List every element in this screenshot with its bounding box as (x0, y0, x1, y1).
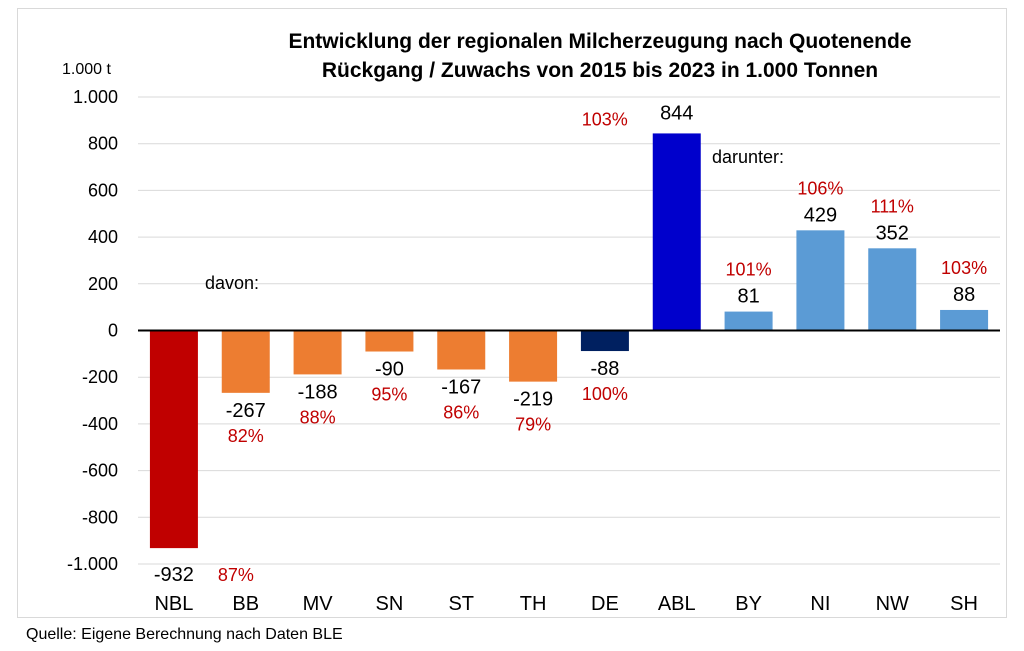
y-axis-label: 1.000 t (62, 61, 111, 78)
y-tick-label: -1.000 (67, 554, 118, 574)
x-axis-labels: NBL BB MV SN ST TH DE ABL BY NI NW SH (154, 593, 978, 615)
value-label-sn: -90 (375, 359, 404, 381)
value-labels: -932 -267 -188 -90 -167 -219 -88 844 81 429 352 88 (154, 102, 975, 586)
annotation-darunter: darunter: (712, 147, 784, 167)
percent-label-mv: 88% (300, 407, 336, 427)
percent-label-nbl: 87% (218, 565, 254, 585)
bar-chart: Entwicklung der regionalen Milcherzeugun… (62, 30, 1000, 615)
x-tick-label: SH (950, 593, 978, 615)
bars (149, 133, 989, 549)
gridlines (138, 96, 1000, 565)
percent-label-nw: 111% (871, 196, 914, 216)
bar-sn (365, 330, 414, 352)
y-tick-label: 600 (88, 180, 118, 200)
y-tick-label: 1.000 (73, 87, 118, 107)
value-label-de: -88 (590, 358, 619, 380)
bar-de (580, 330, 629, 352)
bar-nbl (149, 330, 198, 549)
bar-sh (940, 309, 989, 331)
percent-label-sh: 103% (941, 258, 987, 278)
percent-labels: 87% 82% 88% 95% 86% 79% 100% 103% 101% 106% 111% 10… (218, 109, 987, 585)
value-label-th: -219 (513, 389, 553, 411)
chart-title: Entwicklung der regionalen Milcherzeugun… (288, 30, 911, 53)
y-tick-label: -400 (82, 414, 118, 434)
value-label-mv: -188 (298, 381, 338, 403)
percent-label-de: 100% (582, 384, 628, 404)
x-tick-label: ABL (658, 593, 696, 615)
y-tick-label: -600 (82, 461, 118, 481)
y-tick-label: 0 (108, 321, 118, 341)
percent-label-bb: 82% (228, 426, 264, 446)
percent-label-abl: 103% (582, 109, 628, 129)
value-label-bb: -267 (226, 400, 266, 422)
bar-bb (221, 330, 270, 393)
bar-th (509, 330, 558, 382)
bar-by (724, 311, 773, 331)
y-tick-label: -800 (82, 507, 118, 527)
bar-ni (796, 230, 845, 331)
chart-subtitle: Rückgang / Zuwachs von 2015 bis 2023 in … (322, 59, 878, 82)
x-tick-label: MV (303, 593, 334, 615)
percent-label-th: 79% (515, 415, 551, 435)
x-tick-label: NBL (154, 593, 193, 615)
x-tick-label: TH (520, 593, 547, 615)
value-label-sh: 88 (953, 284, 975, 306)
percent-label-st: 86% (443, 402, 479, 422)
value-label-by: 81 (737, 286, 759, 308)
x-tick-label: NW (876, 593, 909, 615)
y-axis-ticks: 1.000 800 600 400 200 0 -200 -400 -600 -800 -1.000 (67, 87, 118, 574)
x-tick-label: DE (591, 593, 619, 615)
bar-mv (293, 330, 342, 375)
percent-label-ni: 106% (797, 178, 843, 198)
x-tick-label: NI (810, 593, 830, 615)
y-tick-label: 800 (88, 134, 118, 154)
x-tick-label: ST (448, 593, 474, 615)
value-label-nw: 352 (876, 222, 909, 244)
x-tick-label: BB (232, 593, 259, 615)
y-tick-label: -200 (82, 367, 118, 387)
x-tick-label: SN (376, 593, 404, 615)
bar-abl (652, 133, 701, 331)
percent-label-by: 101% (726, 260, 772, 280)
annotation-davon: davon: (205, 273, 259, 293)
y-tick-label: 400 (88, 227, 118, 247)
y-tick-label: 200 (88, 274, 118, 294)
value-label-nbl: -932 (154, 564, 194, 586)
bar-nw (868, 248, 917, 331)
chart-frame (17, 8, 1007, 618)
source-note: Quelle: Eigene Berechnung nach Daten BLE (26, 626, 343, 643)
percent-label-sn: 95% (371, 385, 407, 405)
x-tick-label: BY (735, 593, 762, 615)
bar-st (437, 330, 486, 370)
value-label-abl: 844 (660, 102, 693, 124)
value-label-ni: 429 (804, 204, 837, 226)
value-label-st: -167 (441, 376, 481, 398)
